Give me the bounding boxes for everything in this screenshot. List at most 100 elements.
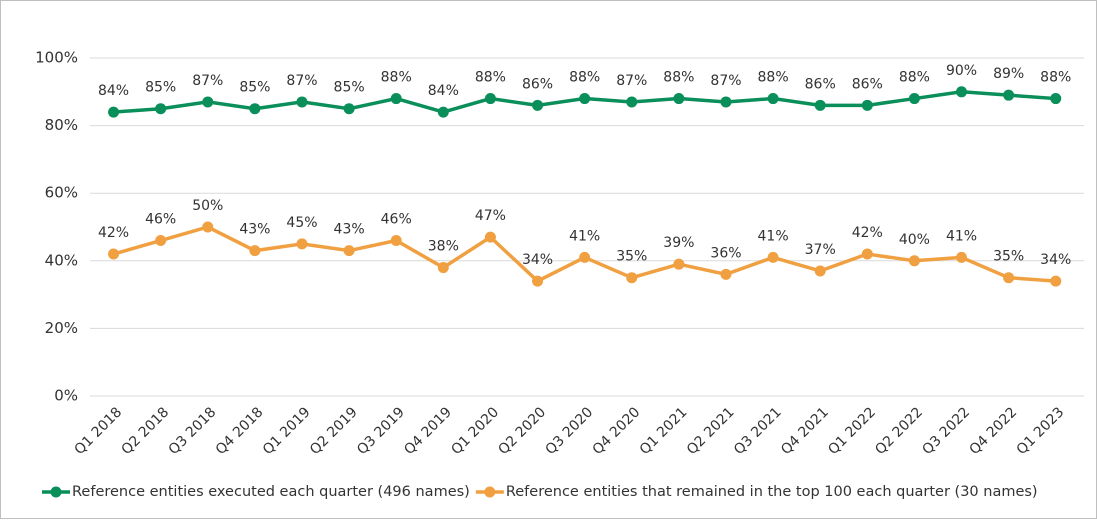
x-tick-label: Q3 2018 [166,404,220,458]
x-tick-label: Q4 2021 [778,404,832,458]
data-label: 86% [852,76,883,92]
x-tick-label: Q4 2020 [590,404,644,458]
data-label: 41% [569,228,600,244]
point [673,258,685,270]
x-tick-label: Q1 2018 [71,404,125,458]
data-label: 34% [522,252,553,268]
point [720,96,732,108]
data-label: 88% [758,70,789,86]
data-label: 35% [616,249,647,265]
data-label: 46% [145,212,176,228]
data-label: 41% [758,228,789,244]
data-label: 87% [616,73,647,89]
point [484,231,496,243]
data-label: 50% [192,198,223,214]
x-tick-label: Q3 2020 [543,404,597,458]
point [720,268,732,280]
y-tick-label: 40% [45,251,78,269]
point [390,93,402,105]
point [1003,89,1015,101]
y-tick-label: 0% [54,387,78,405]
x-tick-label: Q2 2018 [119,404,173,458]
data-label: 88% [569,70,600,86]
point [249,245,261,257]
y-tick-label: 100% [35,49,78,67]
legend-label: Reference entities that remained in the … [506,484,1038,500]
data-label: 89% [993,66,1024,82]
data-label: 42% [98,225,129,241]
point [956,251,968,263]
x-tick-label: Q3 2019 [354,404,408,458]
x-tick-label: Q1 2019 [260,404,314,458]
legend-marker [50,486,62,498]
point [437,106,449,118]
point [1003,272,1015,284]
point [908,93,920,105]
data-label: 85% [334,80,365,96]
data-label: 87% [192,73,223,89]
point [532,99,544,111]
x-tick-label: Q2 2019 [307,404,361,458]
data-label: 84% [428,83,459,99]
data-label: 88% [899,70,930,86]
y-tick-label: 60% [45,184,78,202]
data-label: 43% [239,222,270,238]
data-label: 35% [993,249,1024,265]
point [202,221,214,233]
x-tick-label: Q2 2021 [684,404,738,458]
x-tick-label: Q4 2018 [213,404,267,458]
data-label: 45% [286,215,317,231]
x-tick-label: Q4 2019 [401,404,455,458]
point [1050,275,1062,287]
point [108,248,120,260]
data-label: 40% [899,232,930,248]
point [437,262,449,274]
data-label: 39% [663,235,694,251]
x-tick-label: Q1 2020 [448,404,502,458]
data-label: 85% [239,80,270,96]
data-label: 88% [663,70,694,86]
point [390,235,402,247]
point [1050,93,1062,105]
data-label: 88% [475,70,506,86]
point [908,255,920,267]
y-tick-label: 20% [45,319,78,337]
point [296,96,308,108]
point [249,103,261,115]
data-label: 86% [805,76,836,92]
x-tick-label: Q3 2022 [919,404,973,458]
data-label: 88% [381,70,412,86]
point [155,235,167,247]
x-tick-label: Q2 2020 [495,404,549,458]
x-tick-label: Q4 2022 [967,404,1021,458]
data-label: 37% [805,242,836,258]
data-label: 87% [710,73,741,89]
data-label: 34% [1040,252,1071,268]
point [108,106,120,118]
point [814,265,826,277]
point [767,93,779,105]
data-label: 36% [710,245,741,261]
data-label: 41% [946,228,977,244]
point [814,99,826,111]
point [343,245,355,257]
y-tick-label: 80% [45,116,78,134]
data-label: 47% [475,208,506,224]
data-label: 46% [381,212,412,228]
point [155,103,167,115]
point [626,96,638,108]
data-label: 85% [145,80,176,96]
point [532,275,544,287]
data-label: 42% [852,225,883,241]
point [579,93,591,105]
x-tick-label: Q1 2022 [825,404,879,458]
data-label: 87% [286,73,317,89]
data-label: 38% [428,239,459,255]
point [579,251,591,263]
legend-marker [484,486,496,498]
point [343,103,355,115]
data-label: 88% [1040,70,1071,86]
data-label: 43% [334,222,365,238]
x-tick-label: Q2 2022 [872,404,926,458]
